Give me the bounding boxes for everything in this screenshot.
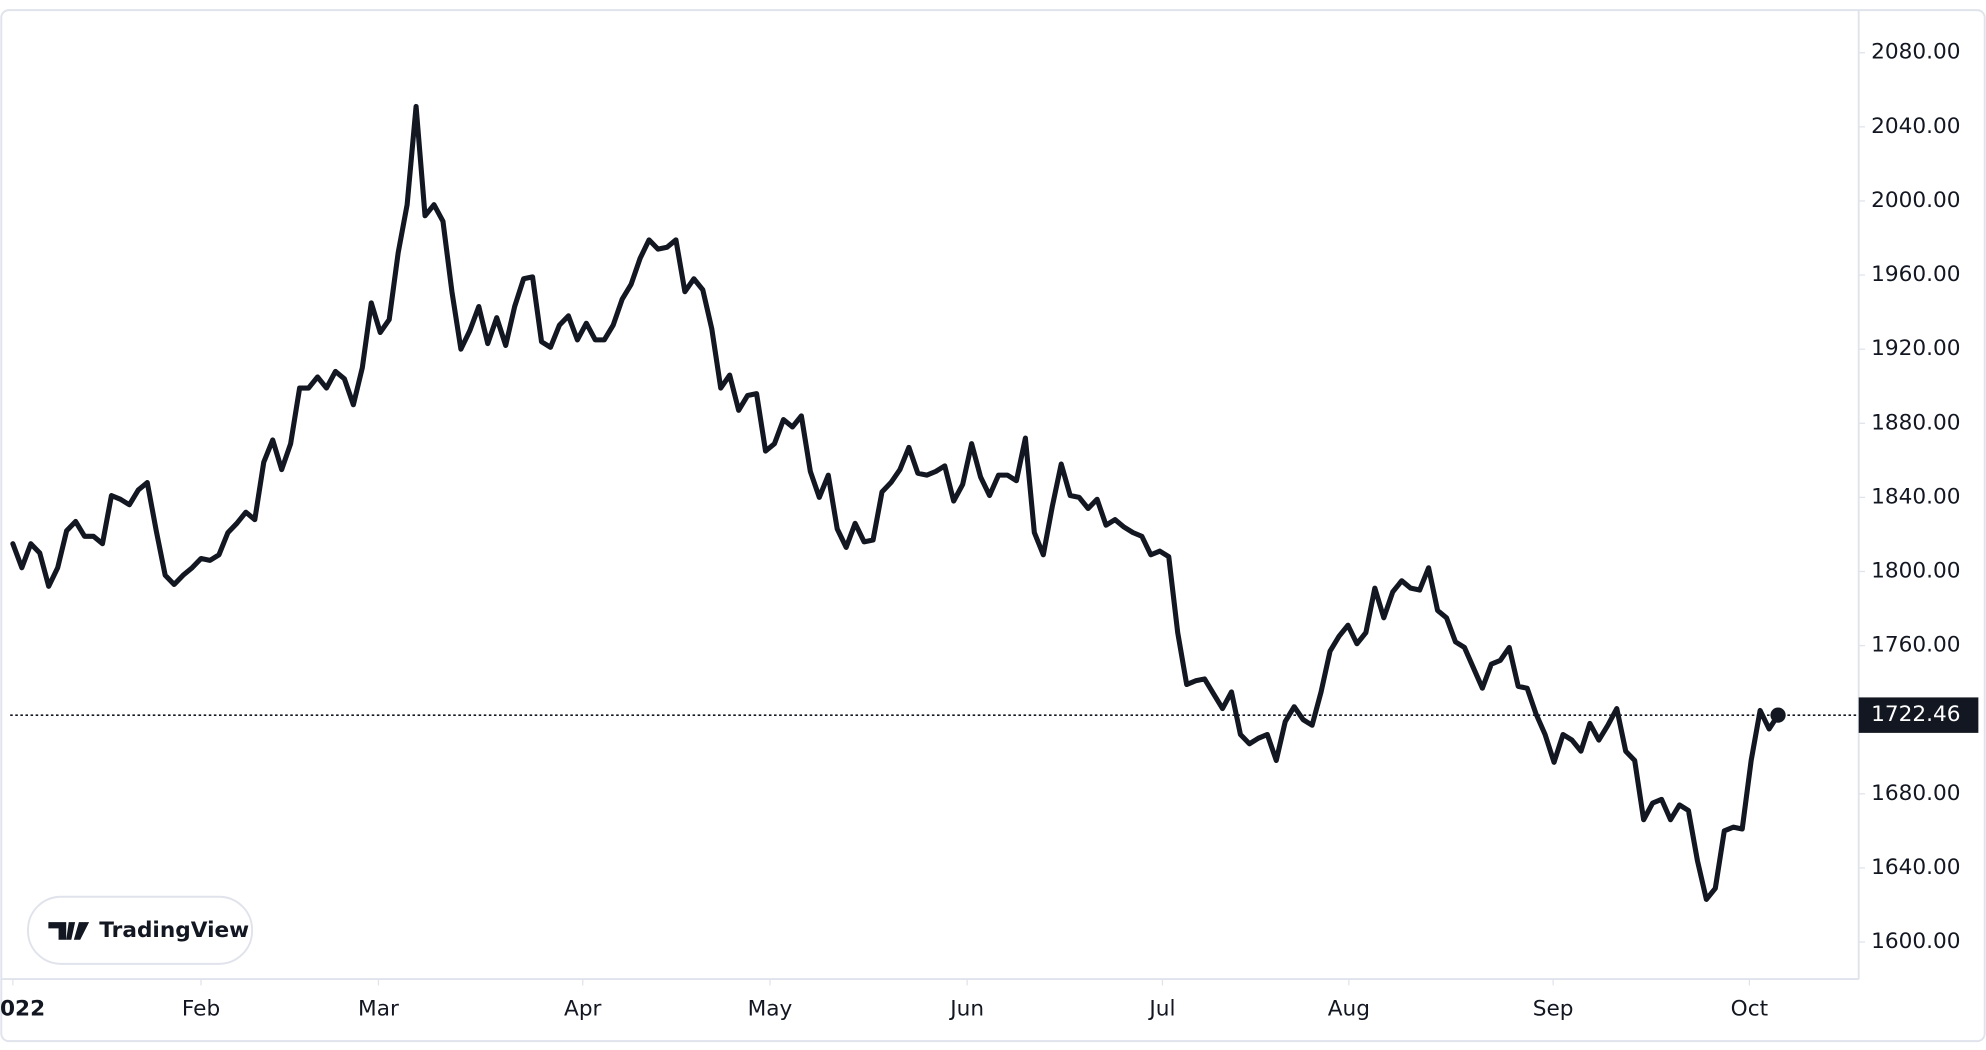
y-tick-label: 1960.00: [1871, 262, 1960, 287]
x-tick-label: Jun: [948, 997, 984, 1022]
x-tick-label: Aug: [1328, 997, 1370, 1022]
watermark-logo: [48, 922, 90, 940]
last-price-label: 1722.46: [1871, 702, 1960, 727]
y-tick-label: 1680.00: [1871, 781, 1960, 806]
x-tick-label: Feb: [182, 997, 220, 1022]
x-tick-label: Sep: [1533, 997, 1574, 1022]
last-price-dot: [1770, 707, 1786, 723]
y-tick-label: 1640.00: [1871, 855, 1960, 880]
y-tick-label: 1600.00: [1871, 929, 1960, 954]
x-tick-label: Mar: [358, 997, 399, 1022]
x-tick-label: Oct: [1731, 997, 1768, 1022]
x-tick-label: Apr: [564, 997, 602, 1022]
watermark-box[interactable]: [27, 895, 254, 965]
y-tick-label: 1920.00: [1871, 336, 1960, 361]
y-tick-label: 1840.00: [1871, 484, 1960, 509]
x-tick-label: Jul: [1147, 997, 1175, 1022]
y-tick-label: 1760.00: [1871, 633, 1960, 658]
y-tick-label: 2040.00: [1871, 114, 1960, 139]
chart-frame: [0, 9, 1986, 1043]
y-tick-label: 1880.00: [1871, 410, 1960, 435]
watermark-text: TradingView: [99, 918, 249, 943]
y-tick-label: 1800.00: [1871, 559, 1960, 584]
y-tick-label: 2080.00: [1871, 40, 1960, 65]
x-tick-label: 022: [0, 997, 45, 1022]
watermark-badge[interactable]: TradingView: [27, 895, 254, 965]
price-line: [10, 103, 1781, 902]
last-price-box: [1858, 697, 1979, 733]
x-tick-label: May: [748, 997, 793, 1022]
y-tick-label: 2000.00: [1871, 188, 1960, 213]
